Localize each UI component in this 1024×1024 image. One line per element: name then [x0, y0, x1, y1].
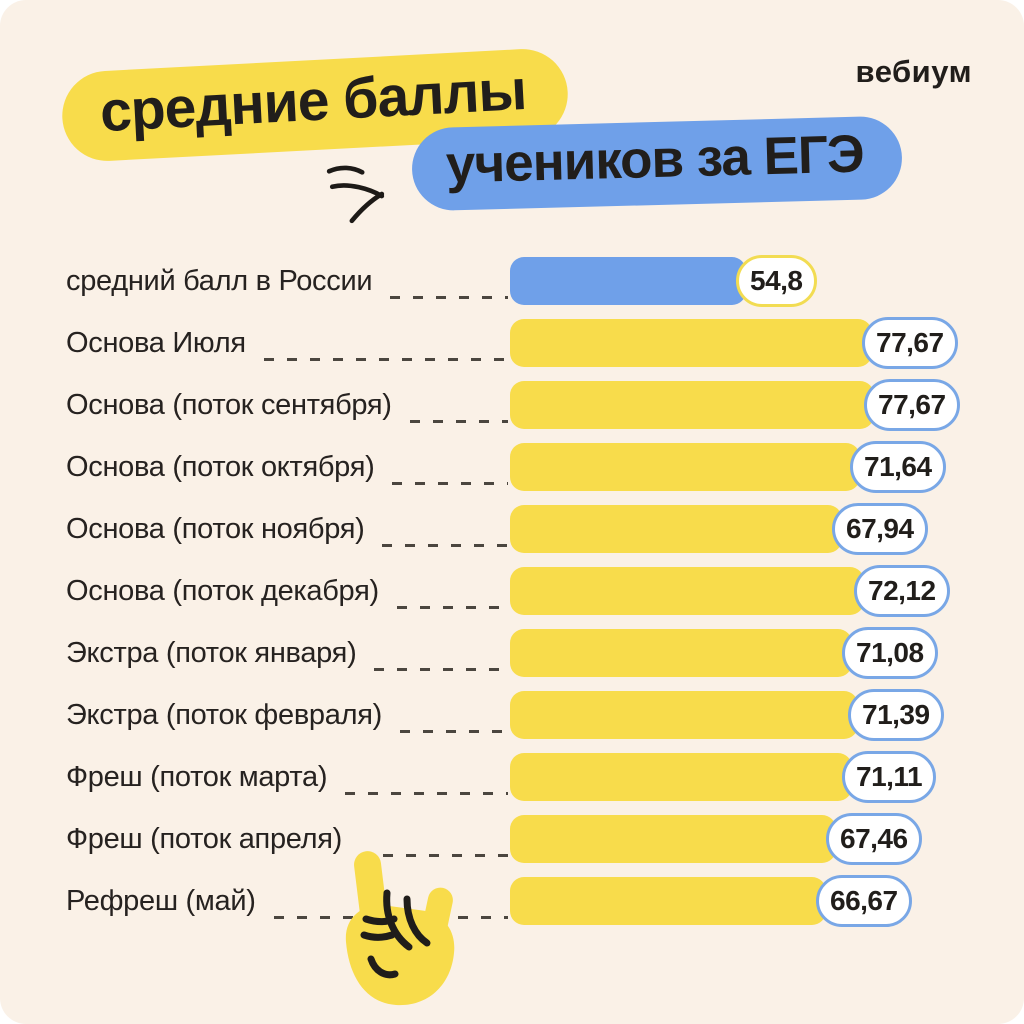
title-line2: учеников за ЕГЭ — [445, 124, 865, 195]
row-left: Фреш (поток марта) — [66, 746, 510, 808]
bar-area: 77,67 — [510, 374, 960, 436]
chart-row: Рефреш (май) 66,67 — [66, 870, 958, 932]
value-label: 71,64 — [864, 451, 932, 482]
bar — [510, 877, 826, 925]
bar-area: 77,67 — [510, 312, 958, 374]
value-label: 71,08 — [856, 637, 924, 668]
value-label: 72,12 — [868, 575, 936, 606]
leader-dashes — [345, 792, 508, 795]
leader-dashes — [390, 296, 508, 299]
row-left: Фреш (поток апреля) — [66, 808, 510, 870]
row-left: средний балл в России — [66, 250, 510, 312]
bar — [510, 443, 860, 491]
bar-area: 72,12 — [510, 560, 958, 622]
value-badge: 71,64 — [850, 441, 946, 493]
value-label: 66,67 — [830, 885, 898, 916]
leader-dashes — [392, 482, 508, 485]
value-badge: 67,46 — [826, 813, 922, 865]
row-label: Экстра (поток января) — [66, 637, 357, 669]
bar — [510, 319, 872, 367]
row-label: Рефреш (май) — [66, 885, 256, 917]
bar-area: 71,39 — [510, 684, 958, 746]
chart-row: Фреш (поток апреля) 67,46 — [66, 808, 958, 870]
bar-area: 71,11 — [510, 746, 958, 808]
row-label: Основа (поток сентября) — [66, 389, 392, 421]
value-badge: 67,94 — [832, 503, 928, 555]
chart-row: средний балл в России 54,8 — [66, 250, 958, 312]
row-left: Экстра (поток февраля) — [66, 684, 510, 746]
brand-logo: вебиум — [855, 54, 972, 89]
chart-row: Основа Июля 77,67 — [66, 312, 958, 374]
bar — [510, 257, 746, 305]
row-left: Основа (поток ноября) — [66, 498, 510, 560]
row-left: Основа (поток декабря) — [66, 560, 510, 622]
row-label: Фреш (поток апреля) — [66, 823, 343, 855]
chart-row: Экстра (поток февраля) 71,39 — [66, 684, 958, 746]
value-badge: 71,39 — [848, 689, 944, 741]
value-label: 71,11 — [856, 761, 923, 792]
leader-dashes — [409, 420, 508, 423]
value-badge: 54,8 — [736, 255, 817, 307]
bar — [510, 629, 852, 677]
value-label: 67,46 — [840, 823, 908, 854]
bar — [510, 691, 858, 739]
row-label: Экстра (поток февраля) — [66, 699, 382, 731]
bar-chart: средний балл в России 54,8 Основа Июля 7… — [66, 250, 960, 932]
row-label: Основа (поток октября) — [66, 451, 375, 483]
bar — [510, 753, 852, 801]
leader-dashes — [382, 544, 508, 547]
value-badge: 77,67 — [864, 379, 960, 431]
row-left: Основа Июля — [66, 312, 510, 374]
bar-area: 67,46 — [510, 808, 958, 870]
bar — [510, 815, 836, 863]
bar-area: 71,08 — [510, 622, 958, 684]
chart-row: Основа (поток октября) 71,64 — [66, 436, 958, 498]
bar-area: 54,8 — [510, 250, 958, 312]
bar — [510, 381, 874, 429]
emphasis-strokes-icon — [326, 165, 385, 224]
rock-hand-icon — [345, 851, 455, 1006]
leader-dashes — [360, 854, 508, 857]
value-label: 71,39 — [862, 699, 930, 730]
value-label: 77,67 — [878, 389, 946, 420]
leader-dashes — [263, 358, 508, 361]
row-label: Фреш (поток марта) — [66, 761, 328, 793]
bar-area: 71,64 — [510, 436, 958, 498]
chart-row: Основа (поток декабря) 72,12 — [66, 560, 958, 622]
chart-row: Основа (поток ноября) 67,94 — [66, 498, 958, 560]
row-left: Экстра (поток января) — [66, 622, 510, 684]
value-badge: 72,12 — [854, 565, 950, 617]
value-label: 54,8 — [750, 265, 803, 296]
bar — [510, 567, 864, 615]
bar-area: 67,94 — [510, 498, 958, 560]
row-label: Основа (поток декабря) — [66, 575, 379, 607]
leader-dashes — [374, 668, 508, 671]
chart-row: Основа (поток сентября) 77,67 — [66, 374, 960, 436]
bar-area: 66,67 — [510, 870, 958, 932]
row-label: Основа (поток ноября) — [66, 513, 365, 545]
row-label: средний балл в России — [66, 265, 373, 297]
value-label: 77,67 — [876, 327, 944, 358]
value-badge: 71,08 — [842, 627, 938, 679]
row-left: Основа (поток сентября) — [66, 374, 510, 436]
chart-row: Фреш (поток марта) 71,11 — [66, 746, 958, 808]
value-badge: 71,11 — [842, 751, 937, 803]
value-label: 67,94 — [846, 513, 914, 544]
row-label: Основа Июля — [66, 327, 246, 359]
chart-row: Экстра (поток января) 71,08 — [66, 622, 958, 684]
value-badge: 66,67 — [816, 875, 912, 927]
bar — [510, 505, 842, 553]
row-left: Основа (поток октября) — [66, 436, 510, 498]
title-line2-blob: учеников за ЕГЭ — [410, 115, 903, 212]
value-badge: 77,67 — [862, 317, 958, 369]
leader-dashes — [399, 730, 508, 733]
leader-dashes — [396, 606, 508, 609]
